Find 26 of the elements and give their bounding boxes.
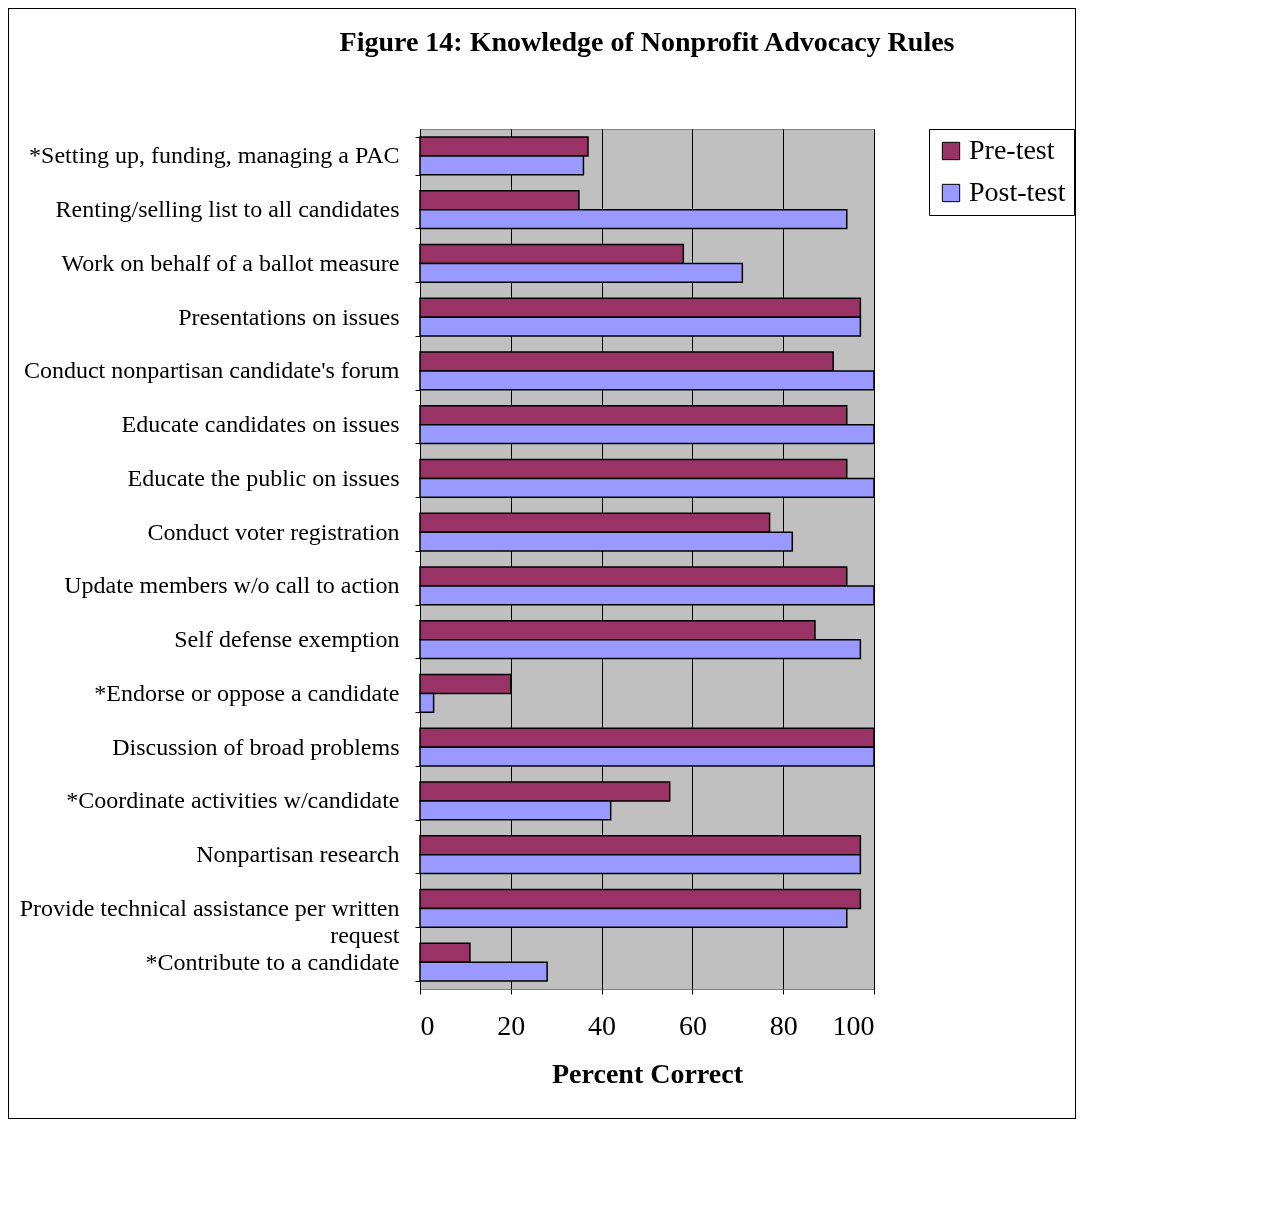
y-tick-label: Discussion of broad problems [112, 733, 400, 760]
y-tick-label: Provide technical assistance per written request [19, 894, 400, 948]
x-tick-label: 20 [497, 1009, 526, 1041]
y-tick-label: Self defense exemption [174, 626, 400, 653]
y-tick-label: Conduct voter registration [147, 518, 400, 545]
x-tick-label: 40 [588, 1009, 617, 1041]
y-tick-label: *Coordinate activities w/candidate [66, 787, 400, 814]
legend-label: Post-test [969, 176, 1066, 207]
y-tick-label: Renting/selling list to all candidates [55, 196, 400, 223]
chart-title: Figure 14: Knowledge of Nonprofit Advocacy Rules [339, 26, 955, 57]
x-tick-label: 100 [832, 1009, 875, 1041]
y-tick-label: Nonpartisan research [196, 841, 400, 868]
y-tick-label: Work on behalf of a ballot measure [61, 249, 400, 276]
x-tick-label: 60 [678, 1009, 707, 1041]
x-tick-label: 80 [769, 1009, 798, 1041]
legend-label: Pre-test [969, 134, 1055, 165]
y-tick-label: *Contribute to a candidate [145, 948, 400, 975]
y-tick-label: Educate candidates on issues [121, 411, 400, 438]
y-tick-label: Update members w/o call to action [64, 572, 400, 599]
y-tick-label: Educate the public on issues [127, 464, 400, 491]
x-tick-label: 0 [420, 1009, 435, 1041]
y-tick-label: Presentations on issues [178, 303, 400, 330]
x-axis-title: Percent Correct [552, 1057, 744, 1089]
y-tick-label: *Setting up, funding, managing a PAC [29, 142, 400, 169]
y-tick-label: Conduct nonpartisan candidate's forum [23, 357, 400, 384]
y-tick-label: *Endorse or oppose a candidate [94, 679, 400, 706]
